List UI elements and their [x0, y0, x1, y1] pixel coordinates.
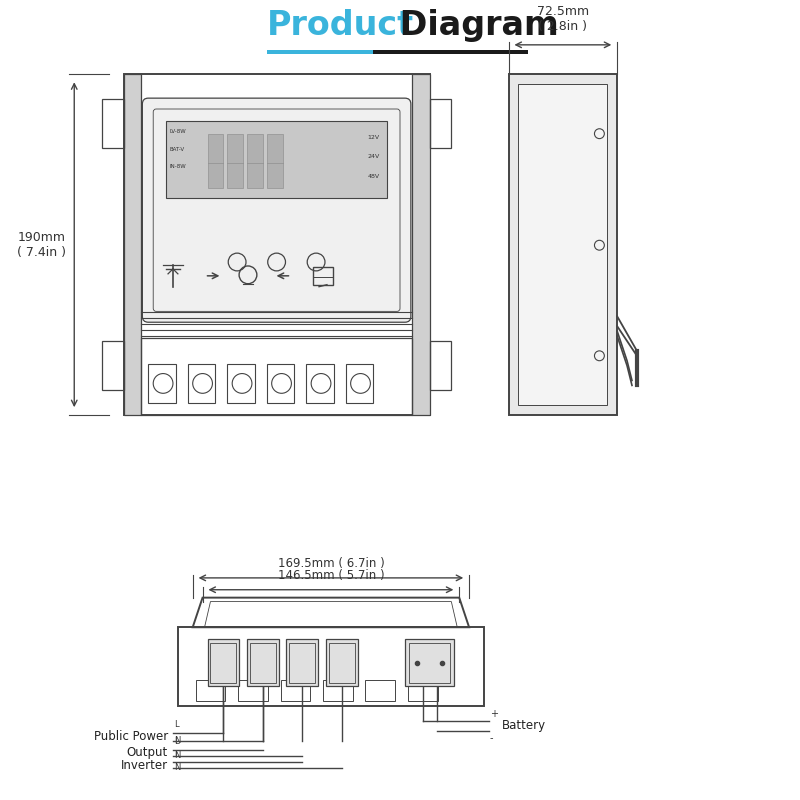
Bar	[247, 639, 278, 686]
Bar	[102, 341, 124, 390]
Bar	[306, 364, 334, 403]
Text: 169.5mm ( 6.7in ): 169.5mm ( 6.7in )	[278, 557, 384, 570]
Bar	[124, 74, 142, 415]
Bar	[326, 639, 358, 686]
Bar	[518, 84, 607, 405]
Bar	[227, 134, 243, 188]
Bar	[207, 639, 239, 686]
Text: Public Power: Public Power	[94, 730, 168, 743]
Bar	[313, 267, 333, 285]
Bar	[509, 74, 617, 415]
Bar	[266, 134, 282, 188]
Text: BAT-V: BAT-V	[170, 146, 185, 151]
Text: Diagram: Diagram	[388, 9, 559, 42]
Bar	[166, 121, 387, 198]
Bar	[188, 364, 215, 403]
Text: 72.5mm
( 2.8in ): 72.5mm ( 2.8in )	[537, 5, 589, 33]
Bar	[210, 643, 236, 682]
Bar	[142, 338, 412, 415]
Text: Battery: Battery	[502, 719, 546, 733]
Text: Product: Product	[266, 9, 414, 42]
Bar	[250, 643, 276, 682]
Text: +: +	[490, 709, 498, 719]
Bar	[430, 99, 451, 149]
Text: -: -	[490, 733, 494, 743]
Bar	[124, 74, 430, 415]
Text: LV-8W: LV-8W	[170, 129, 186, 134]
Bar	[286, 639, 318, 686]
Text: 48V: 48V	[367, 174, 379, 179]
Bar	[266, 50, 374, 54]
Bar	[148, 364, 176, 403]
Bar	[196, 679, 226, 702]
Bar	[323, 679, 353, 702]
Bar	[238, 679, 268, 702]
Bar	[227, 364, 255, 403]
Bar	[408, 679, 438, 702]
Bar	[405, 639, 454, 686]
Bar	[366, 679, 395, 702]
Bar	[290, 643, 315, 682]
Text: 146.5mm ( 5.7in ): 146.5mm ( 5.7in )	[278, 569, 384, 582]
Bar	[281, 679, 310, 702]
Bar	[247, 134, 262, 188]
Text: Inverter: Inverter	[121, 759, 168, 772]
Bar	[409, 643, 450, 682]
Bar	[374, 50, 528, 54]
Text: L: L	[174, 750, 178, 758]
Text: N: N	[174, 736, 180, 745]
Bar	[266, 364, 294, 403]
Bar	[207, 134, 223, 188]
Text: 190mm
( 7.4in ): 190mm ( 7.4in )	[18, 230, 66, 258]
Bar	[102, 99, 124, 149]
Bar	[430, 341, 451, 390]
Bar	[346, 364, 374, 403]
Text: N: N	[174, 750, 180, 759]
Text: N: N	[174, 763, 180, 772]
FancyBboxPatch shape	[142, 98, 411, 322]
Bar	[329, 643, 354, 682]
Text: Output: Output	[126, 746, 168, 759]
Text: L: L	[174, 737, 178, 746]
Text: 12V: 12V	[367, 134, 379, 140]
Bar	[412, 74, 430, 415]
Text: IN-8W: IN-8W	[170, 164, 186, 170]
Text: L: L	[174, 720, 178, 729]
Bar	[178, 627, 484, 706]
Text: 24V: 24V	[367, 154, 380, 159]
